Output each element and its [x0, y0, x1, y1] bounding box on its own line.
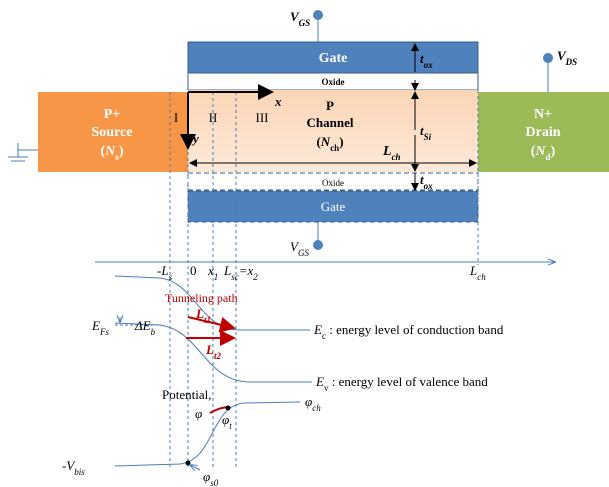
source: Source: [92, 125, 133, 140]
tick: x1: [207, 263, 218, 282]
region: II: [209, 110, 218, 125]
phi-s0: φs0: [203, 469, 219, 487]
oxide-top: Oxide: [321, 77, 344, 87]
channel: (Nch): [316, 134, 343, 153]
source: (Ns): [101, 144, 124, 162]
device: [8, 10, 609, 470]
tox: tox: [420, 51, 433, 70]
potential: Potential,: [162, 387, 211, 402]
tick: -Ls: [157, 263, 173, 282]
tick: 0: [190, 263, 197, 278]
drain: N+: [534, 107, 552, 122]
oxide-bottom: Oxide: [322, 178, 344, 188]
axis-y: y: [191, 131, 199, 146]
lch: Lch: [382, 144, 401, 162]
lt1: Lt1: [195, 306, 211, 325]
gate-top: Gate: [319, 51, 348, 66]
drain: Drain: [526, 125, 561, 140]
gate-bottom: Gate: [321, 199, 346, 214]
source: P+: [104, 107, 121, 122]
vbis: -Vbis: [62, 458, 85, 477]
drain: (Nd): [531, 144, 556, 162]
tsi: tSi: [420, 123, 432, 142]
ev: Ev : energy level of valence band: [315, 374, 488, 393]
tick: Lch: [469, 263, 486, 282]
ec: Ec : energy level of conduction band: [313, 322, 504, 341]
axis-x: x: [274, 94, 282, 109]
region: I: [174, 110, 178, 125]
phi-ch: φch: [305, 394, 321, 413]
vds: VDS: [557, 48, 577, 67]
vgs-bottom: VGS: [290, 239, 309, 258]
deb: ΔEb: [134, 318, 156, 337]
lt2: Lt2: [205, 342, 221, 361]
tox: tox: [420, 172, 433, 191]
tick: Lsc=x2: [223, 263, 258, 282]
tunneling-label: Tunneling path: [165, 291, 238, 305]
channel: P: [326, 98, 334, 113]
tunneling: [185, 316, 236, 470]
region: III: [256, 110, 269, 125]
phi-t: φt: [222, 412, 232, 431]
vgs-top: VGS: [290, 9, 310, 28]
channel: Channel: [307, 115, 354, 130]
labels: VGS VDS Gate Oxide Oxide Gate P+ Source …: [62, 9, 577, 487]
phi: φ: [195, 406, 202, 421]
efs: EFs: [91, 318, 109, 337]
